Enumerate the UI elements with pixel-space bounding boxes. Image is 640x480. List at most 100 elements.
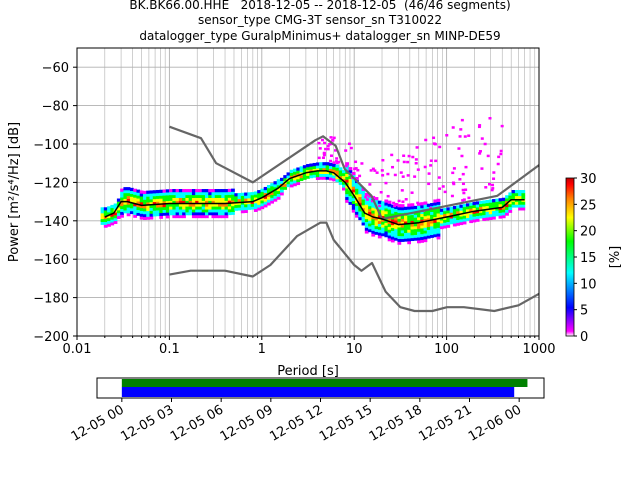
density-cell (400, 227, 405, 231)
density-cell (319, 170, 323, 174)
density-cell (462, 203, 467, 208)
density-outlier (451, 126, 455, 129)
density-cell (198, 197, 203, 201)
density-cell (152, 207, 157, 211)
density-cell (273, 189, 278, 194)
density-cell (319, 173, 323, 177)
density-cell (501, 209, 506, 213)
density-cell (201, 203, 206, 207)
density-cell (351, 171, 356, 176)
density-cell (400, 215, 405, 219)
density-cell (387, 238, 392, 242)
density-cell (221, 189, 226, 193)
density-cell (159, 195, 164, 199)
density-cell (332, 163, 336, 167)
density-cell (142, 208, 147, 212)
density-cell (410, 206, 415, 210)
density-cell (198, 212, 203, 216)
density-outlier (399, 171, 403, 174)
density-cell (518, 204, 522, 208)
density-cell (338, 173, 343, 177)
density-cell (152, 198, 157, 203)
density-cell (159, 209, 164, 214)
density-cell (407, 241, 412, 245)
density-cell (156, 195, 160, 199)
density-cell (351, 206, 356, 210)
density-cell (175, 191, 180, 196)
density-cell (390, 210, 395, 214)
density-cell (410, 217, 415, 221)
density-cell (296, 178, 301, 183)
density-cell (211, 194, 216, 198)
density-outlier (373, 169, 377, 172)
density-cell (309, 169, 314, 173)
density-cell (227, 191, 232, 195)
density-cell (449, 221, 454, 225)
density-cell (345, 182, 350, 186)
density-cell (436, 201, 441, 205)
density-cell (485, 211, 490, 215)
density-cell (237, 207, 242, 211)
density-cell (374, 211, 379, 215)
density-cell (390, 233, 395, 237)
density-cell (495, 201, 500, 205)
density-outlier (365, 198, 369, 201)
density-cell (374, 217, 379, 221)
density-cell (410, 220, 415, 224)
density-cell (358, 190, 363, 195)
density-cell (479, 212, 483, 216)
density-cell (100, 221, 105, 225)
density-cell (289, 181, 294, 185)
y-tick-label: −200 (33, 330, 69, 345)
density-cell (358, 196, 363, 200)
density-cell (191, 212, 196, 216)
density-cell (328, 168, 333, 172)
density-cell (452, 205, 457, 210)
density-cell (397, 215, 402, 219)
density-cell (182, 206, 186, 210)
density-cell (214, 203, 219, 207)
density-outlier (477, 125, 481, 129)
density-cell (273, 181, 278, 185)
density-cell (381, 212, 385, 217)
density-cell (364, 218, 369, 223)
density-cell (345, 179, 350, 183)
density-cell (185, 212, 190, 216)
density-cell (218, 206, 222, 210)
plot-frame (76, 47, 540, 337)
density-outlier (326, 144, 330, 148)
density-cell (116, 215, 121, 219)
density-cell (247, 206, 252, 210)
density-cell (348, 198, 353, 202)
density-cell (129, 202, 134, 206)
density-cell (390, 219, 395, 223)
density-cell (289, 169, 294, 173)
density-outlier (414, 162, 418, 165)
density-cell (152, 201, 157, 205)
density-cell (371, 213, 376, 217)
density-cell (312, 165, 317, 170)
density-outlier (317, 141, 321, 145)
density-cell (368, 220, 372, 224)
density-outlier (492, 177, 496, 180)
density-cell (204, 206, 209, 210)
density-cell (116, 210, 121, 214)
density-outlier (406, 160, 410, 164)
density-outlier (478, 152, 482, 155)
density-cell (390, 207, 395, 211)
density-outlier (461, 172, 465, 176)
density-cell (218, 197, 222, 201)
density-cell (345, 162, 350, 166)
density-cell (355, 197, 359, 201)
density-cell (293, 177, 297, 181)
density-cell (436, 210, 441, 214)
density-cell (133, 200, 137, 204)
density-cell (191, 191, 196, 196)
density-cell (511, 204, 516, 208)
density-cell (306, 169, 310, 174)
density-outlier (458, 178, 462, 181)
density-cell (384, 234, 389, 238)
density-cell (358, 193, 363, 198)
title-line-3: datalogger_type GuralpMinimus+ datalogge… (139, 29, 501, 43)
density-cell (495, 213, 500, 217)
